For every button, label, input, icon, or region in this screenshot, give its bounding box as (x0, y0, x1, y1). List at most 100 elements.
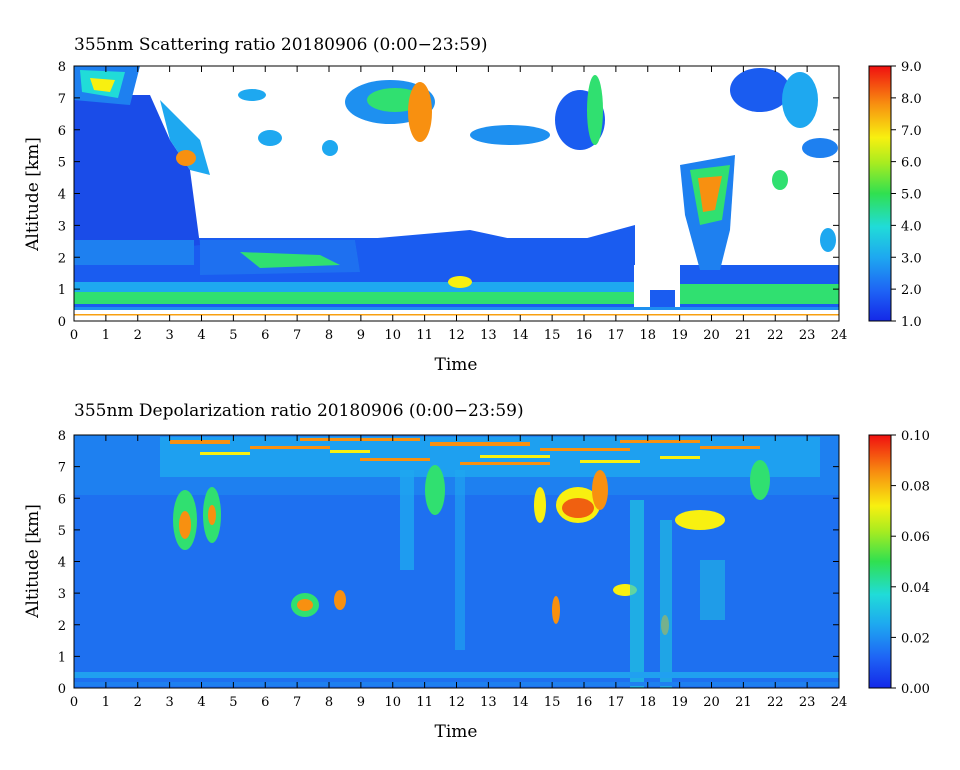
x-tick-label: 20 (703, 328, 720, 343)
x-tick-label: 13 (480, 328, 497, 343)
chart-title: 355nm Depolarization ratio 20180906 (0:0… (74, 401, 524, 421)
x-tick-label: 14 (512, 328, 529, 343)
x-tick-label: 24 (831, 328, 848, 343)
x-tick-label: 5 (229, 328, 237, 343)
x-tick-label: 11 (416, 695, 433, 710)
x-tick-label: 4 (197, 328, 205, 343)
colorbar-tick-label: 0.08 (901, 480, 930, 495)
depolarization-ratio-chart: 355nm Depolarization ratio 20180906 (0:0… (23, 401, 930, 742)
x-tick-label: 2 (134, 695, 142, 710)
cloud-region (74, 95, 200, 260)
colorbar-tick-label: 2.0 (901, 283, 922, 298)
colorbar-tick-label: 6.0 (901, 156, 922, 171)
x-tick-label: 10 (384, 695, 401, 710)
colorbar (868, 65, 892, 322)
x-tick-label: 8 (325, 328, 333, 343)
x-tick-label: 2 (134, 328, 142, 343)
x-tick-label: 11 (416, 328, 433, 343)
x-tick-label: 14 (512, 695, 529, 710)
x-tick-label: 6 (261, 328, 269, 343)
colorbar-tick-label: 9.0 (901, 60, 922, 75)
x-tick-label: 0 (70, 695, 78, 710)
y-tick-label: 2 (58, 251, 66, 266)
colorbar-ticks: 1.0 2.0 3.0 4.0 5.0 6.0 7.0 8.0 9.0 (891, 60, 922, 330)
x-tick-label: 15 (544, 328, 561, 343)
x-tick-label: 21 (735, 328, 752, 343)
y-tick-label: 7 (58, 461, 66, 476)
x-tick-label: 17 (608, 695, 625, 710)
colorbar (868, 434, 892, 689)
colorbar-tick-label: 0.00 (901, 682, 930, 697)
colorbar-tick-label: 0.02 (901, 631, 930, 646)
x-tick-label: 8 (325, 695, 333, 710)
y-tick-label: 8 (58, 60, 66, 75)
y-tick-label: 4 (58, 556, 66, 571)
x-tick-label: 21 (735, 695, 752, 710)
x-axis: 0 1 2 3 4 5 6 7 8 9 10 11 12 13 14 15 16 17 18 19 20 21 22 23 24 (70, 66, 847, 343)
y-tick-label: 4 (58, 188, 66, 203)
y-axis: 0 1 2 3 4 5 6 7 8 (58, 60, 839, 330)
y-tick-label: 3 (58, 587, 66, 602)
x-axis: 0 1 2 3 4 5 6 7 8 9 10 11 12 13 14 15 16 17 18 19 20 21 22 23 24 (70, 435, 847, 710)
colorbar-tick-label: 0.04 (901, 581, 930, 596)
x-tick-label: 6 (261, 695, 269, 710)
x-tick-label: 23 (799, 328, 816, 343)
colorbar-tick-label: 1.0 (901, 315, 922, 330)
x-tick-label: 19 (671, 328, 688, 343)
y-tick-label: 5 (58, 524, 66, 539)
x-tick-label: 9 (357, 695, 365, 710)
x-tick-label: 1 (102, 695, 110, 710)
y-tick-label: 8 (58, 429, 66, 444)
y-axis: 0 1 2 3 4 5 6 7 8 (58, 429, 839, 697)
x-tick-label: 0 (70, 328, 78, 343)
y-tick-label: 6 (58, 124, 66, 139)
y-tick-label: 3 (58, 219, 66, 234)
y-tick-label: 7 (58, 92, 66, 107)
colorbar-tick-label: 8.0 (901, 92, 922, 107)
plot-area (74, 66, 839, 321)
x-axis-label: Time (435, 722, 478, 742)
x-tick-label: 3 (165, 328, 173, 343)
x-tick-label: 18 (639, 695, 656, 710)
x-tick-label: 1 (102, 328, 110, 343)
x-tick-label: 15 (544, 695, 561, 710)
x-tick-label: 7 (293, 695, 301, 710)
colorbar-tick-label: 3.0 (901, 251, 922, 266)
x-tick-label: 10 (384, 328, 401, 343)
x-tick-label: 3 (165, 695, 173, 710)
y-axis-label: Altitude [km] (23, 137, 43, 252)
scattering-ratio-chart: 355nm Scattering ratio 20180906 (0:00−23… (23, 35, 922, 375)
y-tick-label: 6 (58, 492, 66, 507)
x-tick-label: 12 (448, 695, 465, 710)
x-tick-label: 9 (357, 328, 365, 343)
x-tick-label: 16 (576, 695, 593, 710)
colorbar-tick-label: 5.0 (901, 188, 922, 203)
y-tick-label: 2 (58, 619, 66, 634)
colorbar-ticks: 0.00 0.02 0.04 0.06 0.08 0.10 (891, 429, 930, 697)
colorbar-tick-label: 4.0 (901, 219, 922, 234)
x-tick-label: 12 (448, 328, 465, 343)
x-tick-label: 22 (767, 695, 784, 710)
colorbar-tick-label: 0.06 (901, 530, 930, 545)
x-tick-label: 24 (831, 695, 848, 710)
chart-title: 355nm Scattering ratio 20180906 (0:00−23… (74, 35, 488, 55)
colorbar-tick-label: 7.0 (901, 124, 922, 139)
y-tick-label: 5 (58, 156, 66, 171)
y-tick-label: 0 (58, 315, 66, 330)
x-tick-label: 13 (480, 695, 497, 710)
y-axis-label: Altitude [km] (23, 504, 43, 619)
y-tick-label: 1 (58, 650, 66, 665)
x-tick-label: 18 (639, 328, 656, 343)
x-tick-label: 16 (576, 328, 593, 343)
x-tick-label: 19 (671, 695, 688, 710)
colorbar-tick-label: 0.10 (901, 429, 930, 444)
x-tick-label: 7 (293, 328, 301, 343)
x-axis-label: Time (435, 355, 478, 375)
plot-area (74, 435, 839, 688)
y-tick-label: 0 (58, 682, 66, 697)
y-tick-label: 1 (58, 283, 66, 298)
x-tick-label: 17 (608, 328, 625, 343)
x-tick-label: 4 (197, 695, 205, 710)
x-tick-label: 20 (703, 695, 720, 710)
